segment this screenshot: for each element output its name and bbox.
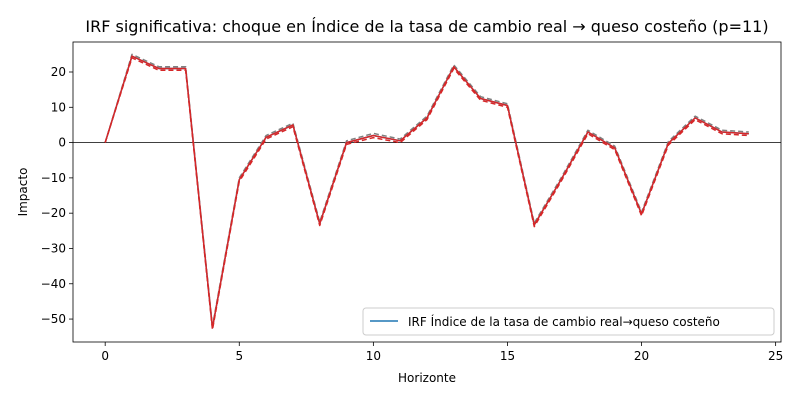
x-axis-ticks: 0 5 10 15 20 25 <box>101 342 783 363</box>
legend-entry-irf: IRF Índice de la tasa de cambio real→que… <box>408 314 720 329</box>
y-tick-label: −50 <box>41 312 66 326</box>
x-tick-label: 25 <box>768 349 783 363</box>
x-tick-label: 15 <box>500 349 515 363</box>
y-tick-label: 0 <box>58 136 66 150</box>
x-axis-label: Horizonte <box>398 371 456 385</box>
y-tick-label: 20 <box>51 65 66 79</box>
y-axis-label: Impacto <box>16 168 30 217</box>
x-tick-label: 20 <box>634 349 649 363</box>
y-tick-label: 10 <box>51 100 66 114</box>
x-tick-label: 5 <box>235 349 243 363</box>
y-tick-label: −30 <box>41 241 66 255</box>
y-tick-label: −40 <box>41 277 66 291</box>
series-group <box>104 53 749 331</box>
x-tick-label: 10 <box>366 349 381 363</box>
legend-box <box>362 307 775 336</box>
series-line-2 <box>104 57 749 331</box>
chart-title: IRF significativa: choque en Índice de l… <box>85 17 768 36</box>
series-line-3 <box>104 55 749 329</box>
y-tick-label: −20 <box>41 206 66 220</box>
y-tick-label: −10 <box>41 171 66 185</box>
x-tick-label: 0 <box>101 349 109 363</box>
y-axis-ticks: −50 −40 −30 −20 −10 0 10 20 <box>41 65 73 326</box>
legend: IRF Índice de la tasa de cambio real→que… <box>362 307 775 336</box>
plot-area <box>72 41 782 343</box>
